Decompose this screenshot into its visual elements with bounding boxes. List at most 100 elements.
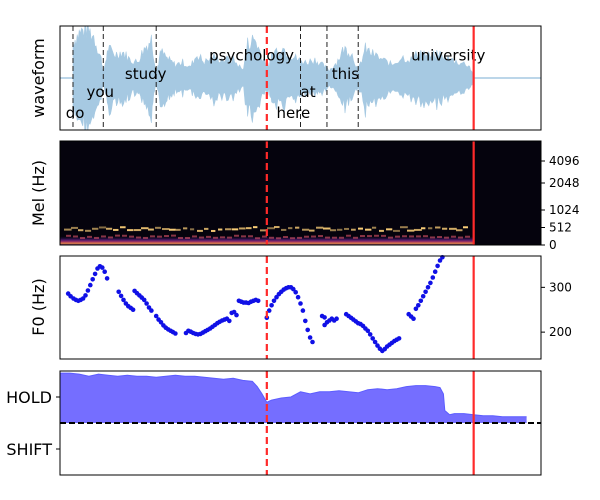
mel-harmonic [274, 226, 280, 229]
hold-probability-area [60, 373, 527, 423]
word-label: at [301, 83, 316, 101]
word-label: university [411, 47, 485, 65]
mel-harmonic [169, 228, 176, 231]
mel-harmonic [295, 226, 300, 229]
mel-harmonic [414, 228, 422, 231]
f0-point [271, 298, 277, 304]
mel-harmonic [465, 235, 470, 238]
mel-harmonic [367, 235, 372, 238]
f0-point [310, 339, 315, 345]
mel-harmonic [94, 236, 99, 239]
mel-harmonic [435, 226, 441, 229]
mel-harmonic [183, 227, 188, 230]
mel-harmonic [155, 226, 162, 229]
mel-harmonic [304, 235, 309, 238]
mel-harmonic [87, 235, 92, 238]
mel-harmonic [253, 226, 258, 229]
f0-point [420, 294, 426, 299]
mel-harmonic [204, 227, 209, 230]
mel-harmonic [330, 229, 337, 232]
mel-harmonic [430, 236, 435, 239]
mel-harmonic [269, 236, 274, 239]
mel-frame [59, 140, 542, 246]
f0-point [334, 316, 339, 322]
f0-frame [59, 255, 542, 360]
mel-harmonic [150, 235, 155, 238]
f0-point [158, 320, 164, 325]
mel-harmonic [388, 236, 393, 239]
mel-tick-label: 0 [549, 238, 557, 252]
mel-harmonic [276, 237, 281, 240]
mel-harmonic [332, 236, 337, 239]
word-label: study [125, 65, 167, 83]
mel-harmonic [108, 236, 113, 239]
mel-harmonic [400, 226, 408, 229]
mel-harmonic [365, 228, 372, 231]
f0-point [291, 286, 296, 292]
mel-harmonic [71, 226, 79, 229]
mel-harmonic [78, 229, 84, 232]
mel-tick-label: 4096 [549, 154, 580, 168]
mel-harmonic [171, 234, 176, 237]
mel-harmonic [379, 229, 384, 232]
f0-tick-label: 200 [549, 325, 572, 339]
mel-harmonic [241, 235, 246, 238]
mel-harmonic [288, 227, 293, 230]
mel-harmonic [318, 235, 323, 238]
f0-point [141, 297, 147, 303]
f0-point [298, 301, 303, 306]
f0-point [173, 331, 178, 336]
f0-point [269, 303, 274, 308]
mel-harmonic [421, 227, 426, 230]
mel-harmonic [337, 228, 343, 231]
mel-harmonic [178, 236, 183, 239]
turn-frame [59, 370, 542, 476]
mel-harmonic [297, 236, 302, 239]
mel-harmonic [423, 235, 428, 238]
mel-harmonic [463, 226, 468, 229]
mel-harmonic [192, 235, 197, 238]
f0-point [116, 289, 121, 295]
mel-harmonic [351, 228, 356, 231]
mel-harmonic [262, 235, 267, 238]
f0-point [293, 290, 299, 295]
mel-harmonic [246, 227, 252, 230]
mel-harmonic [248, 235, 253, 238]
word-label: do [66, 104, 85, 122]
mel-tick-label: 2048 [549, 176, 580, 190]
f0-point [274, 294, 279, 300]
mel-harmonic [386, 228, 393, 231]
mel-harmonic [409, 235, 414, 238]
f0-point [413, 306, 419, 312]
mel-harmonic [136, 236, 141, 239]
f0-point [227, 318, 232, 324]
mel-panel: Mel (Hz) 0 512 1024 2048 4096 [29, 140, 580, 252]
mel-harmonic [129, 235, 134, 238]
turn-tick-label: HOLD [6, 388, 52, 407]
mel-harmonic [442, 227, 448, 230]
mel-ylabel: Mel (Hz) [29, 160, 48, 226]
mel-harmonic [143, 236, 148, 239]
mel-harmonic [232, 228, 239, 231]
f0-point [307, 335, 313, 340]
f0-point [432, 269, 438, 275]
mel-harmonic [255, 237, 260, 240]
mel-harmonic [162, 228, 170, 231]
mel-harmonic [141, 227, 149, 230]
mel-harmonic [260, 229, 268, 232]
mel-harmonic [211, 229, 216, 232]
mel-harmonic [407, 229, 415, 232]
f0-point [100, 265, 105, 270]
waveform-frame [59, 25, 542, 131]
f0-point [146, 305, 152, 310]
word-label: this [332, 65, 360, 83]
f0-panel: F0 (Hz) 200 300 [29, 254, 572, 360]
mel-harmonic [360, 235, 365, 238]
f0-point [118, 293, 124, 299]
f0-point [231, 309, 237, 315]
word-label: you [86, 83, 114, 101]
mel-harmonic [283, 236, 288, 239]
mel-harmonic [206, 235, 211, 238]
